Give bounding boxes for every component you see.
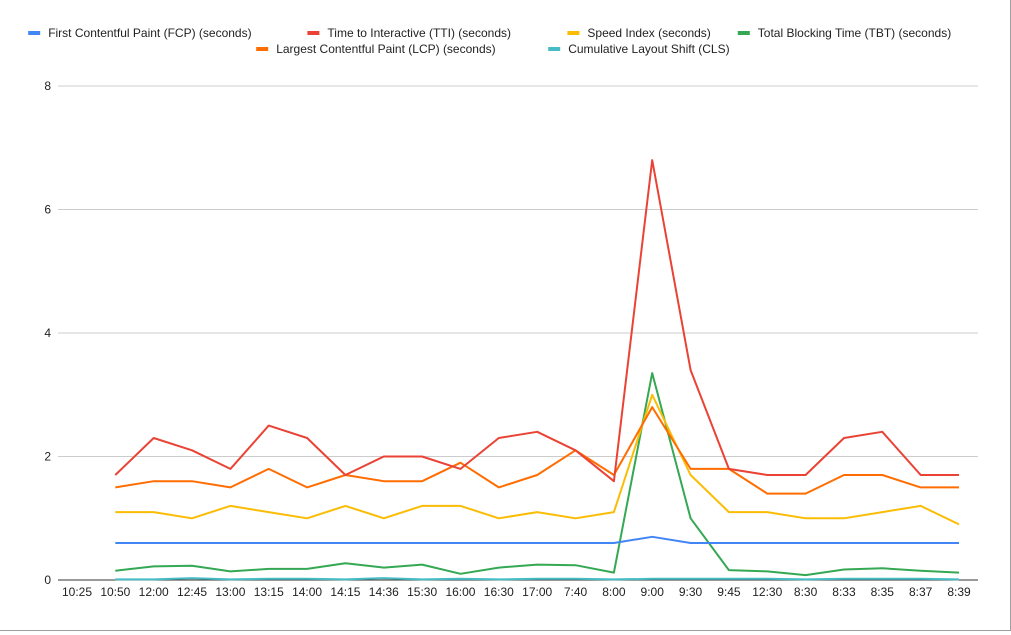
x-tick-label: 10:50	[100, 585, 130, 599]
x-tick-label: 12:45	[177, 585, 207, 599]
x-tick-label: 16:00	[445, 585, 475, 599]
legend-item[interactable]: Speed Index (seconds)	[567, 26, 711, 40]
legend-swatch	[28, 31, 41, 35]
x-tick-label: 12:30	[752, 585, 782, 599]
gridlines	[58, 85, 978, 581]
legend-label: Cumulative Layout Shift (CLS)	[568, 42, 729, 56]
y-axis-ticks: 0 2 4 6 8	[44, 79, 51, 587]
legend-label: Largest Contentful Paint (LCP) (seconds)	[276, 42, 495, 56]
x-tick-label: 8:33	[832, 585, 856, 599]
legend-label: Time to Interactive (TTI) (seconds)	[327, 26, 511, 40]
x-tick-label: 9:00	[641, 585, 665, 599]
legend-swatch	[307, 31, 320, 35]
legend: First Contentful Paint (FCP) (seconds) Ti…	[28, 26, 951, 56]
x-tick-label: 12:00	[139, 585, 169, 599]
x-tick-label: 13:00	[215, 585, 245, 599]
series-lines	[114, 159, 960, 581]
x-tick-label: 17:00	[522, 585, 552, 599]
x-tick-label: 8:35	[871, 585, 895, 599]
series-line-1	[114, 159, 959, 483]
series-line-5	[115, 577, 960, 581]
x-tick-label: 13:15	[254, 585, 284, 599]
x-tick-label: 14:36	[369, 585, 399, 599]
x-tick-label: 8:39	[947, 585, 971, 599]
legend-label: Total Blocking Time (TBT) (seconds)	[758, 26, 951, 40]
x-tick-label: 8:00	[602, 585, 626, 599]
x-axis-ticks: 10:25 10:50 12:00 12:45 13:00 13:15 14:00 14:15…	[62, 585, 971, 599]
legend-item[interactable]: First Contentful Paint (FCP) (seconds)	[28, 26, 252, 40]
legend-swatch	[567, 31, 580, 35]
series-line-4	[115, 406, 959, 495]
legend-swatch	[737, 31, 750, 35]
legend-label: Speed Index (seconds)	[587, 26, 710, 40]
x-tick-label: 9:30	[679, 585, 703, 599]
series-line-0	[115, 535, 959, 544]
legend-item[interactable]: Total Blocking Time (TBT) (seconds)	[737, 26, 951, 40]
legend-item[interactable]: Cumulative Layout Shift (CLS)	[548, 42, 730, 56]
x-tick-label: 14:15	[330, 585, 360, 599]
x-tick-label: 9:45	[717, 585, 741, 599]
y-tick-label: 6	[44, 203, 51, 217]
series-line-2	[115, 393, 960, 526]
series-line-3	[115, 372, 960, 577]
legend-swatch	[256, 47, 269, 51]
x-tick-label: 16:30	[484, 585, 514, 599]
y-tick-label: 8	[44, 79, 51, 93]
legend-item[interactable]: Time to Interactive (TTI) (seconds)	[307, 26, 511, 40]
x-tick-label: 7:40	[564, 585, 588, 599]
x-tick-label: 8:37	[909, 585, 933, 599]
legend-item[interactable]: Largest Contentful Paint (LCP) (seconds)	[256, 42, 496, 56]
x-tick-label: 15:30	[407, 585, 437, 599]
x-tick-label: 8:30	[794, 585, 818, 599]
y-tick-label: 4	[44, 326, 51, 340]
x-tick-label: 14:00	[292, 585, 322, 599]
x-tick-label: 10:25	[62, 585, 92, 599]
y-tick-label: 0	[44, 573, 51, 587]
y-tick-label: 2	[44, 450, 51, 464]
legend-swatch	[548, 47, 561, 51]
legend-label: First Contentful Paint (FCP) (seconds)	[48, 26, 251, 40]
